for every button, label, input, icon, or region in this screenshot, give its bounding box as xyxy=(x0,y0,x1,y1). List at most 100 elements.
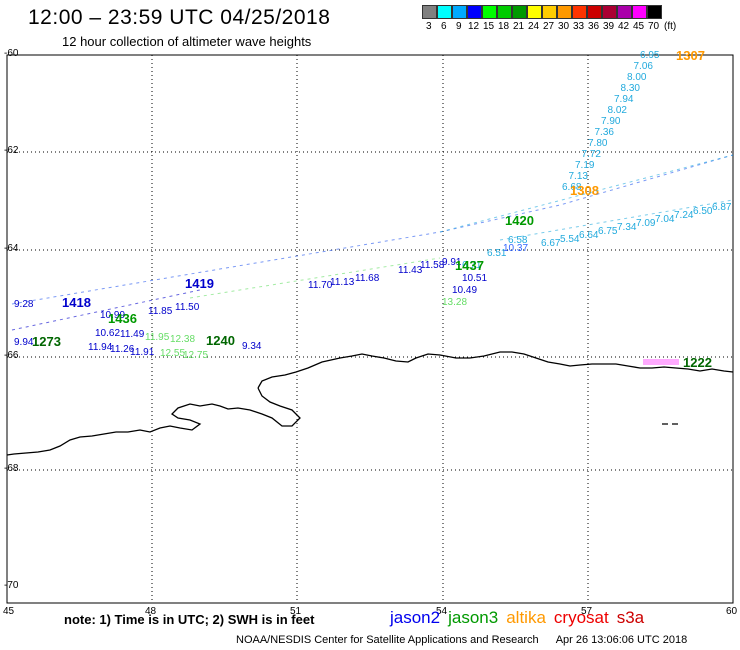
legend-label: 18 xyxy=(498,21,510,32)
wave-height-label: 5.54 xyxy=(560,234,580,245)
track-id-label: 1418 xyxy=(62,295,91,310)
wave-height-label: 6.50 xyxy=(693,206,713,217)
legend-label: 39 xyxy=(603,21,615,32)
wave-height-label: 11.91 xyxy=(130,347,155,358)
wave-height-label: 6.95 xyxy=(640,50,660,61)
satellite-cryosat: cryosat xyxy=(553,608,609,627)
coastline xyxy=(6,387,301,456)
generated-timestamp: Apr 26 13:06:06 UTC 2018 xyxy=(555,634,688,646)
lon-label: 54 xyxy=(436,606,448,617)
legend-label: 27 xyxy=(543,21,555,32)
wave-height-label: 9.91 xyxy=(442,257,462,268)
map-title: 12:00 – 23:59 UTC 04/25/2018 xyxy=(28,6,331,29)
legend-swatch xyxy=(542,5,557,19)
wave-height-label: 6.58 xyxy=(508,235,528,246)
track-line xyxy=(499,199,734,241)
satellite-s3a: s3a xyxy=(616,608,645,627)
wave-height-label: 7.13 xyxy=(569,171,589,182)
legend-label: 36 xyxy=(588,21,600,32)
legend-label: 70 xyxy=(648,21,660,32)
wave-height-label: 12.75 xyxy=(183,350,208,361)
wave-height-label: 7.04 xyxy=(655,214,675,225)
plot-frame xyxy=(6,54,734,604)
wave-height-label: 11.13 xyxy=(330,277,355,288)
legend-swatch xyxy=(482,5,497,19)
map-subtitle: 12 hour collection of altimeter wave hei… xyxy=(62,34,312,49)
wave-height-label: 10.99 xyxy=(100,310,125,321)
wave-height-label: 12.55 xyxy=(160,348,185,359)
legend-label: 3 xyxy=(426,21,432,32)
legend-swatch xyxy=(437,5,452,19)
wave-height-label: 9.28 xyxy=(14,299,34,310)
legend-swatch xyxy=(617,5,632,19)
legend-swatch xyxy=(497,5,512,19)
wave-height-label: 11.94 xyxy=(88,342,113,353)
wave-height-label: 10.49 xyxy=(452,285,477,296)
lat-label: -62 xyxy=(4,145,19,156)
lon-label: 51 xyxy=(290,606,302,617)
legend-label: 45 xyxy=(633,21,645,32)
lat-label: -60 xyxy=(4,48,19,59)
legend-swatch xyxy=(467,5,482,19)
wave-height-label: 7.06 xyxy=(634,61,654,72)
coastline xyxy=(257,351,734,389)
legend-swatch xyxy=(527,5,542,19)
wave-height-label: 11.70 xyxy=(308,280,333,291)
wave-height-label: 9.94 xyxy=(14,337,34,348)
track-line xyxy=(439,154,734,233)
wave-height-label: 10.51 xyxy=(462,273,487,284)
graticule xyxy=(7,55,733,603)
legend-label: 30 xyxy=(558,21,570,32)
satellite-altika: altika xyxy=(506,608,546,627)
satellite-jason3: jason3 xyxy=(448,608,499,627)
track-id-label: 1307 xyxy=(676,48,705,63)
legend-label: 9 xyxy=(456,21,462,32)
wave-height-label: 11.50 xyxy=(175,302,200,313)
lat-label: -64 xyxy=(4,243,19,254)
legend-swatch xyxy=(422,5,437,19)
wave-height-label: 11.26 xyxy=(110,344,135,355)
lat-label: -66 xyxy=(4,350,19,361)
wave-height-label: 7.72 xyxy=(582,149,602,160)
wave-height-label: 11.95 xyxy=(145,332,170,343)
satellite-legend: jason2 jason3 altika cryosat s3a xyxy=(390,608,652,628)
lat-label: -70 xyxy=(4,580,19,591)
track-id-label: 1273 xyxy=(32,334,61,349)
legend-label: 42 xyxy=(618,21,630,32)
wave-height-label: 11.85 xyxy=(148,306,173,317)
wave-height-label: 11.43 xyxy=(398,265,423,276)
track-id-label: 1308 xyxy=(570,183,599,198)
wave-height-label: 6.71 xyxy=(462,260,482,271)
color-legend: 3 6 9 12 15 18 21 24 27 30 33 36 39 42 45 70 (ft) xyxy=(422,5,676,33)
legend-swatch xyxy=(587,5,602,19)
track-id-label: 1436 xyxy=(108,311,137,326)
legend-swatch xyxy=(512,5,527,19)
wave-height-label: 8.02 xyxy=(608,105,628,116)
track-id-label: 1222 xyxy=(683,355,712,370)
track-id-label: 1420 xyxy=(505,213,534,228)
legend-swatch xyxy=(452,5,467,19)
footnote: note: 1) Time is in UTC; 2) SWH is in fe… xyxy=(64,612,315,627)
wave-height-label: 7.80 xyxy=(588,138,608,149)
legend-swatch xyxy=(557,5,572,19)
lon-label: 57 xyxy=(581,606,593,617)
legend-swatch xyxy=(632,5,647,19)
wave-height-label: 6.51 xyxy=(487,248,507,259)
wave-height-label: 7.90 xyxy=(601,116,621,127)
wave-height-label: 11.49 xyxy=(120,329,145,340)
lon-label: 60 xyxy=(726,606,738,617)
wave-height-label: 7.94 xyxy=(614,94,634,105)
track-id-label: 1419 xyxy=(185,276,214,291)
wave-height-label: 13.28 xyxy=(442,297,467,308)
credit-line: NOAA/NESDIS Center for Satellite Applica… xyxy=(236,634,687,646)
lon-label: 48 xyxy=(145,606,157,617)
legend-swatch xyxy=(602,5,617,19)
legend-label: 15 xyxy=(483,21,495,32)
legend-label: 6 xyxy=(441,21,447,32)
legend-swatches xyxy=(422,5,662,19)
track-line xyxy=(189,257,441,299)
track-segment xyxy=(643,359,679,365)
wave-height-label: 6.68 xyxy=(562,182,582,193)
lat-label: -68 xyxy=(4,463,19,474)
